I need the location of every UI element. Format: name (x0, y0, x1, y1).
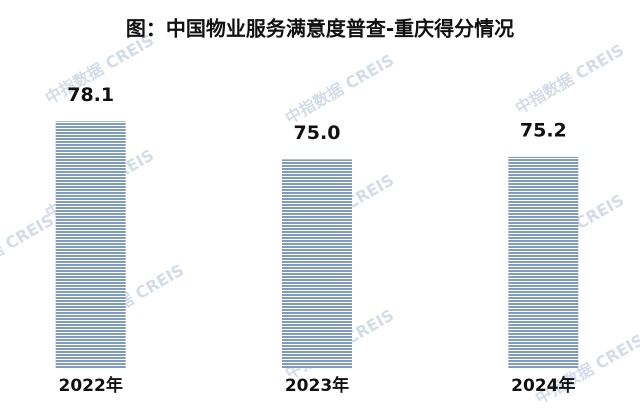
bar (508, 156, 579, 368)
chart-title: 图：中国物业服务满意度普查-重庆得分情况 (126, 17, 514, 41)
x-tick-label: 2023年 (285, 375, 349, 396)
x-tick-label: 2022年 (59, 375, 123, 396)
watermark: 中指数据 CREIS (512, 40, 627, 117)
x-tick-label: 2024年 (511, 375, 575, 396)
watermark: 中指数据 CREIS (282, 50, 397, 127)
bar (55, 121, 126, 369)
watermark: 中指数据 CREIS (0, 210, 57, 287)
value-label: 78.1 (67, 84, 114, 106)
bar (282, 159, 352, 368)
plot: 78.1 2022年 75.0 2023年 75.2 2024年 (55, 84, 579, 396)
value-label: 75.2 (520, 119, 567, 141)
value-label: 75.0 (294, 122, 341, 144)
